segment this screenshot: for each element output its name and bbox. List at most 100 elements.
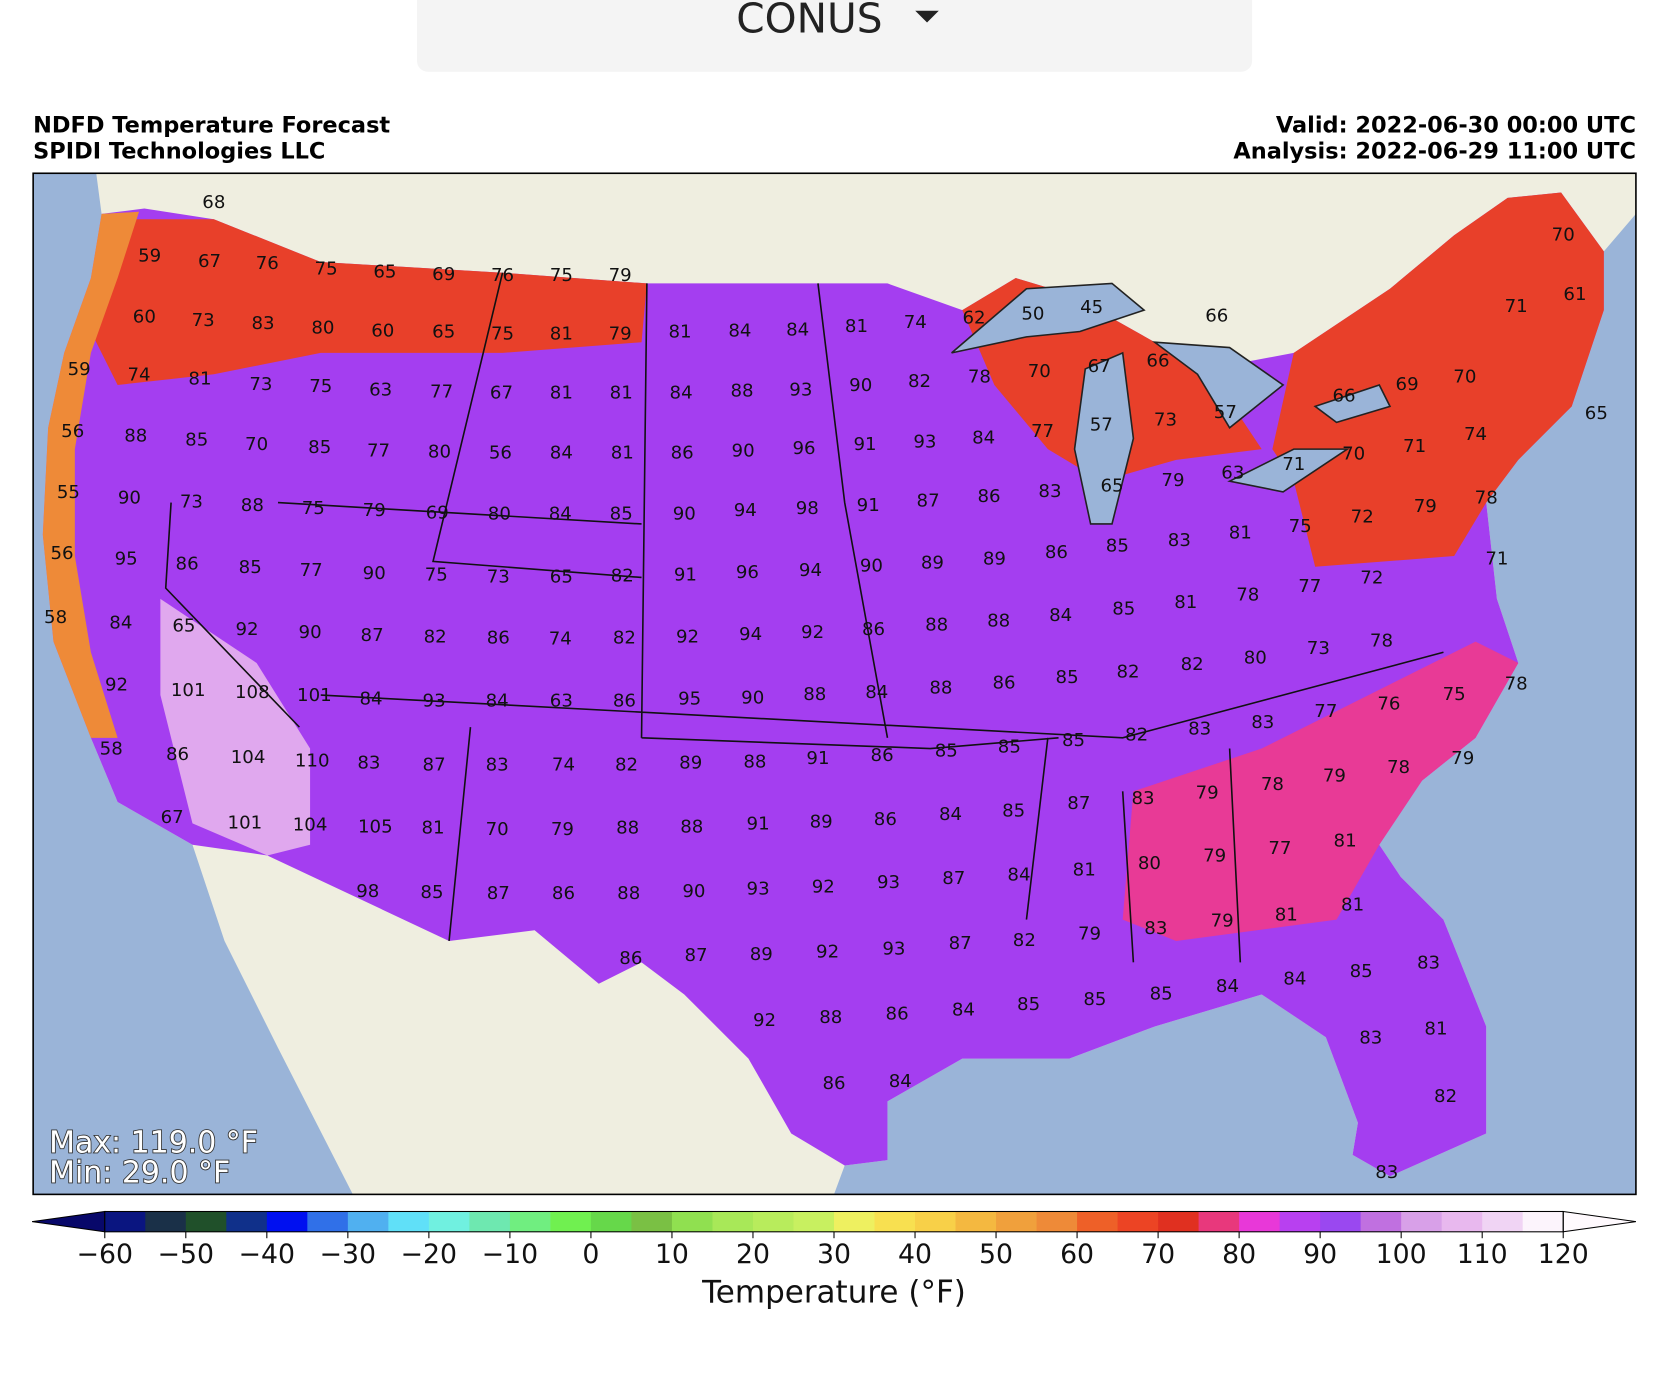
temperature-label: 92 xyxy=(753,1010,776,1031)
temperature-label: 82 xyxy=(615,755,638,776)
colorbar-bin xyxy=(145,1211,187,1232)
temperature-label: 84 xyxy=(549,503,572,524)
temperature-label: 90 xyxy=(673,503,696,524)
temperature-label: 79 xyxy=(1211,911,1234,932)
temperature-label: 86 xyxy=(1045,542,1068,563)
temperature-label: 62 xyxy=(963,308,986,329)
colorbar-bin xyxy=(874,1211,916,1232)
temperature-label: 83 xyxy=(1359,1027,1382,1048)
colorbar-tick-label: −40 xyxy=(239,1239,295,1270)
colorbar-bin xyxy=(509,1211,551,1232)
temperature-label: 87 xyxy=(949,933,972,954)
dropdown-box[interactable] xyxy=(417,0,1253,72)
colorbar-tick-label: −60 xyxy=(77,1239,133,1270)
temperature-label: 45 xyxy=(1080,297,1103,318)
temperature-label: 73 xyxy=(192,310,215,331)
colorbar-tick-label: 120 xyxy=(1538,1239,1589,1270)
temperature-label: 93 xyxy=(877,872,900,893)
temperature-label: 82 xyxy=(1181,654,1204,675)
temperature-label: 84 xyxy=(728,321,751,342)
temperature-label: 82 xyxy=(611,565,634,586)
temperature-label: 65 xyxy=(172,616,195,637)
temperature-label: 82 xyxy=(1013,930,1036,951)
temperature-label: 98 xyxy=(356,881,379,902)
temperature-label: 78 xyxy=(1370,631,1393,652)
temperature-label: 85 xyxy=(1002,801,1025,822)
temperature-label: 79 xyxy=(551,819,574,840)
temperature-label: 89 xyxy=(750,944,773,965)
colorbar-bin xyxy=(1482,1211,1524,1232)
temperature-label: 81 xyxy=(610,383,633,404)
temperature-label: 79 xyxy=(1451,748,1474,769)
temperature-label: 70 xyxy=(1552,224,1575,245)
temperature-label: 87 xyxy=(917,491,940,512)
colorbar-bin xyxy=(955,1211,997,1232)
colorbar-bin xyxy=(226,1211,268,1232)
temperature-label: 98 xyxy=(796,498,819,519)
temperature-label: 85 xyxy=(1017,994,1040,1015)
colorbar-bin xyxy=(1036,1211,1078,1232)
region-dropdown[interactable]: CONUS xyxy=(417,0,1253,72)
temperature-label: 70 xyxy=(1028,361,1051,382)
temperature-label: 88 xyxy=(616,818,639,839)
temperature-label: 83 xyxy=(1417,952,1440,973)
atlantic-gulf xyxy=(834,213,1636,1195)
temperature-label: 83 xyxy=(1131,788,1154,809)
temperature-label: 92 xyxy=(235,619,258,640)
temperature-label: 104 xyxy=(231,747,266,768)
temperature-label: 71 xyxy=(1485,548,1508,569)
colorbar-bin xyxy=(1198,1211,1240,1232)
colorbar-tick-label: 60 xyxy=(1060,1239,1094,1270)
colorbar-tick-label: 40 xyxy=(898,1239,932,1270)
temperature-label: 74 xyxy=(549,628,572,649)
temperature-label: 89 xyxy=(679,752,702,773)
temperature-label: 77 xyxy=(367,440,390,461)
colorbar-bin xyxy=(1239,1211,1281,1232)
temperature-label: 69 xyxy=(432,264,455,285)
colorbar-bin xyxy=(388,1211,430,1232)
colorbar-bin xyxy=(1117,1211,1159,1232)
temperature-label: 86 xyxy=(992,672,1015,693)
temperature-label: 88 xyxy=(617,883,640,904)
temperature-label: 84 xyxy=(952,999,975,1020)
temperature-label: 84 xyxy=(670,383,693,404)
temperature-label: 79 xyxy=(1323,765,1346,786)
temperature-label: 82 xyxy=(1434,1086,1457,1107)
temperature-label: 92 xyxy=(105,674,128,695)
temperature-label: 84 xyxy=(1216,976,1239,997)
great-lakes xyxy=(951,282,1392,525)
temperature-label: 55 xyxy=(57,482,80,503)
dropdown-caret[interactable] xyxy=(915,10,939,23)
dropdown-label[interactable]: CONUS xyxy=(736,0,882,42)
temperature-label: 85 xyxy=(1150,983,1173,1004)
temperature-label: 61 xyxy=(1563,284,1586,305)
colorbar-bin xyxy=(469,1211,511,1232)
temperature-label: 84 xyxy=(889,1071,912,1092)
analysis-time: Analysis: 2022-06-29 11:00 UTC xyxy=(1233,138,1636,164)
temperature-label: 79 xyxy=(1203,846,1226,867)
temperature-label: 91 xyxy=(853,434,876,455)
colorbar-bin xyxy=(1279,1211,1321,1232)
temperature-label: 68 xyxy=(202,192,225,213)
temperature-label: 75 xyxy=(1443,684,1466,705)
hot-southwest xyxy=(160,598,311,856)
temperature-label: 93 xyxy=(913,432,936,453)
temperature-label: 57 xyxy=(1214,402,1237,423)
temperature-label: 74 xyxy=(904,312,927,333)
temperature-label: 87 xyxy=(487,883,510,904)
temperature-label: 86 xyxy=(166,744,189,765)
temperature-label: 79 xyxy=(1078,924,1101,945)
temperature-label: 81 xyxy=(1341,895,1364,916)
temperature-label: 69 xyxy=(1396,374,1419,395)
temperature-label: 89 xyxy=(810,811,833,832)
temperature-label: 88 xyxy=(819,1007,842,1028)
temperature-label: 70 xyxy=(245,434,268,455)
temperature-label: 59 xyxy=(68,359,91,380)
temperature-label: 76 xyxy=(1377,694,1400,715)
temperature-label: 84 xyxy=(1283,968,1306,989)
temperature-label: 87 xyxy=(942,868,965,889)
temperature-label: 50 xyxy=(1021,303,1044,324)
temperature-label: 72 xyxy=(1351,507,1374,528)
temperature-label: 96 xyxy=(793,438,816,459)
temperature-label: 86 xyxy=(871,745,894,766)
